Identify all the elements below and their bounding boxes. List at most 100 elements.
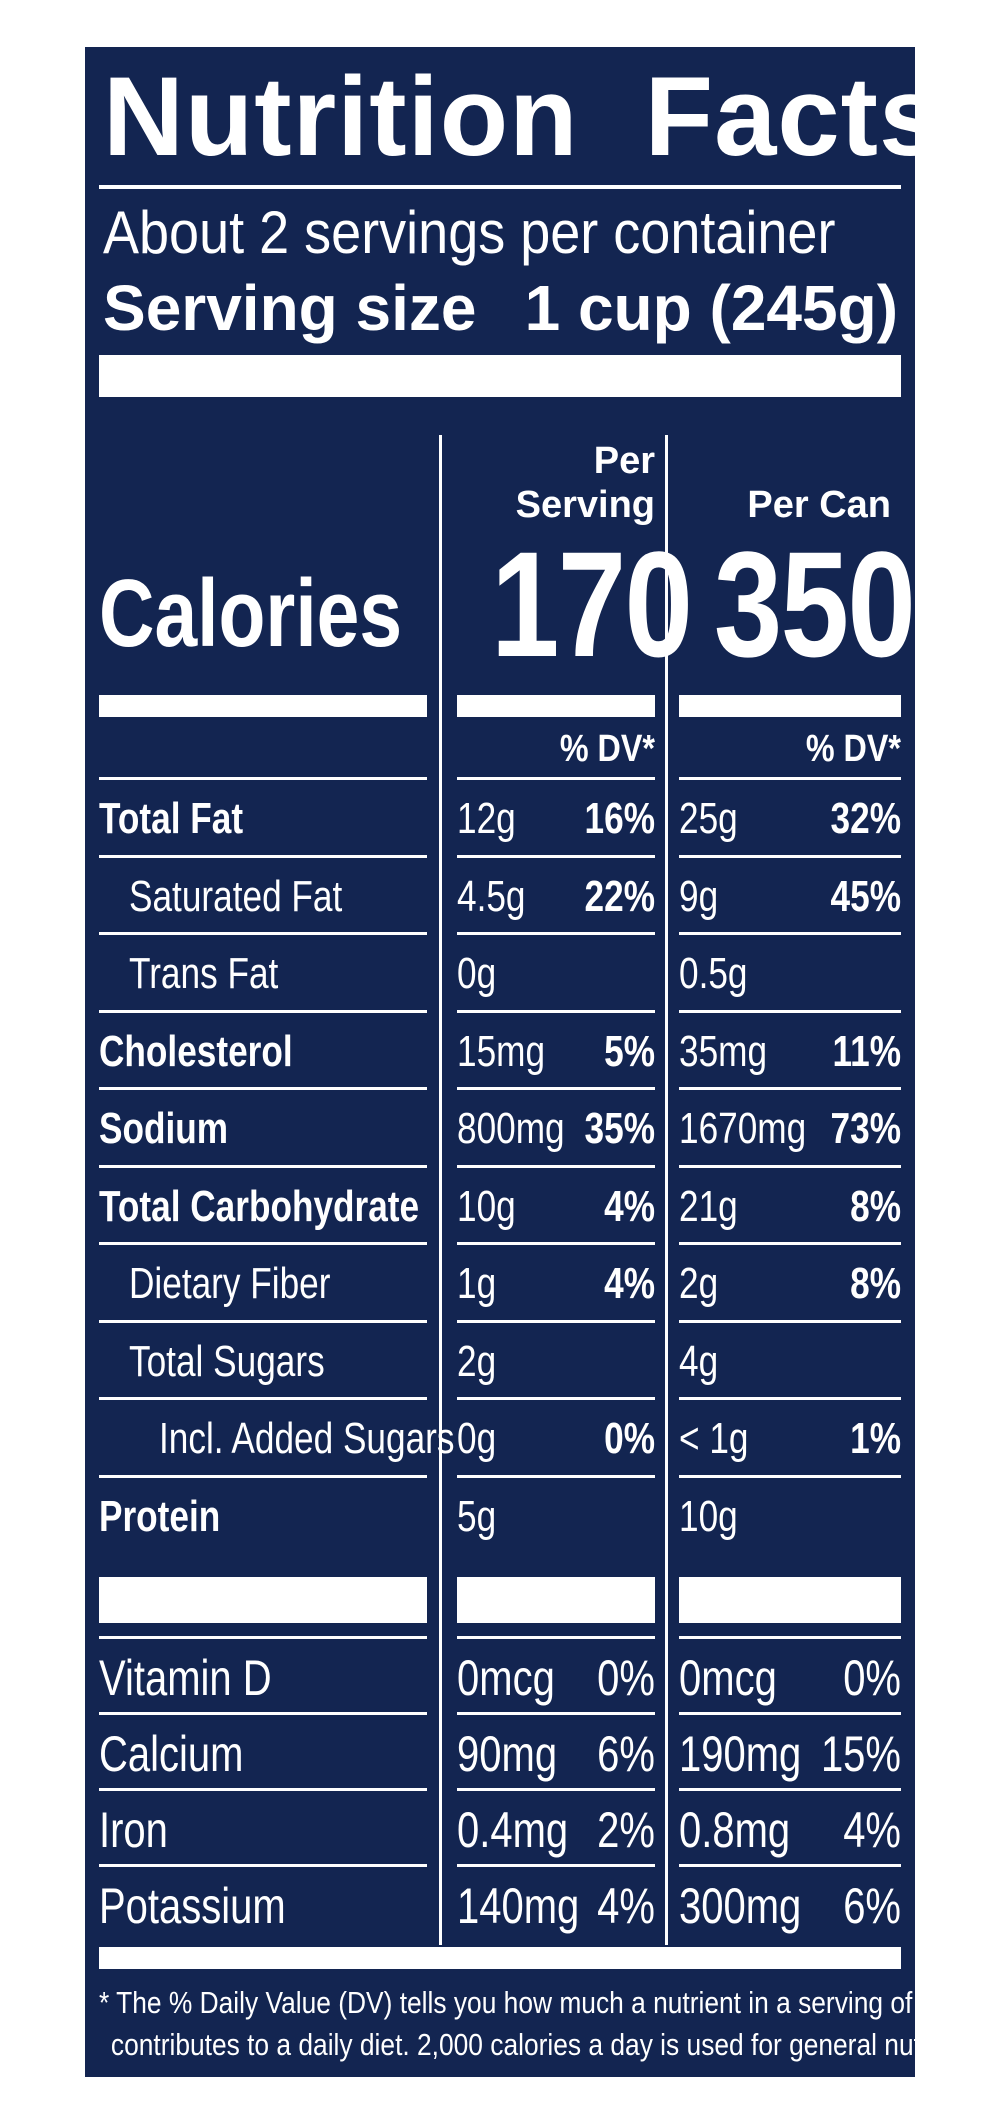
can-dv bbox=[723, 1478, 901, 1556]
serving-dv bbox=[497, 935, 655, 1013]
can-dv: 15% bbox=[820, 1726, 901, 1782]
nutrient-name: Saturated Fat bbox=[129, 871, 343, 921]
can-amount: 10g bbox=[679, 1491, 738, 1541]
vitamins-row-rule bbox=[457, 1636, 655, 1639]
nutrients-row-rule bbox=[679, 1242, 901, 1245]
calories-per-serving: 170 bbox=[491, 520, 693, 688]
can-dv: 6% bbox=[843, 1878, 901, 1934]
serving-dv bbox=[497, 1323, 655, 1401]
can-dv: 32% bbox=[830, 794, 901, 843]
can-dv bbox=[723, 935, 901, 1013]
table-row: Dietary Fiber 1g 4% 2g 8% bbox=[85, 1245, 915, 1323]
calories-label: Calories bbox=[99, 560, 403, 667]
serving-amount: 10g bbox=[457, 1181, 516, 1231]
servings-per-container: About 2 servings per container bbox=[103, 199, 836, 266]
nutrients-row-rule bbox=[457, 1474, 655, 1478]
nutrients-row-rule bbox=[457, 1319, 655, 1323]
serving-amount: 140mg bbox=[457, 1878, 580, 1934]
can-amount: 9g bbox=[679, 871, 719, 921]
nutrients-row-rule bbox=[457, 932, 655, 935]
nutrients-row-rule bbox=[99, 1474, 427, 1478]
serving-amount: 90mg bbox=[457, 1726, 558, 1782]
can-dv: 0% bbox=[843, 1650, 901, 1706]
table-row: Vitamin D 0mcg 0% 0mcg 0% bbox=[85, 1639, 915, 1717]
nutrient-name: Total Fat bbox=[99, 794, 244, 843]
can-amount: 0mcg bbox=[679, 1650, 777, 1706]
can-amount: 190mg bbox=[679, 1726, 802, 1782]
serving-dv: 35% bbox=[584, 1104, 655, 1153]
table-row: Total Fat 12g 16% 25g 32% bbox=[85, 780, 915, 858]
nutrients-row-rule bbox=[457, 777, 655, 780]
table-row: Iron 0.4mg 2% 0.8mg 4% bbox=[85, 1791, 915, 1869]
vitamins-row-rule bbox=[679, 1712, 901, 1715]
serving-dv: 0% bbox=[597, 1650, 655, 1706]
can-dv: 73% bbox=[830, 1104, 901, 1153]
serving-dv: 5% bbox=[604, 1026, 655, 1076]
thick-bar-bottom bbox=[99, 1947, 901, 1969]
thick-bar-top bbox=[99, 355, 901, 397]
vitamins-row-rule bbox=[457, 1788, 655, 1791]
serving-amount: 800mg bbox=[457, 1104, 565, 1153]
per-serving-header-line1: Per bbox=[593, 440, 655, 482]
nutrients-row-rule bbox=[679, 1319, 901, 1323]
serving-dv: 4% bbox=[597, 1878, 655, 1934]
serving-size-value: 1 cup (245g) bbox=[524, 272, 898, 344]
serving-dv bbox=[497, 1478, 655, 1556]
vitamins-row-rule bbox=[99, 1864, 427, 1867]
footnote-line-2: contributes to a daily diet. 2,000 calor… bbox=[110, 2027, 915, 2062]
serving-dv: 4% bbox=[604, 1259, 655, 1308]
label-title: Nutrition Facts bbox=[103, 54, 915, 179]
can-amount: < 1g bbox=[679, 1414, 749, 1463]
serving-amount: 15mg bbox=[457, 1026, 546, 1076]
vitamins-row-rule bbox=[679, 1788, 901, 1791]
nutrients-row-rule bbox=[679, 854, 901, 858]
nutrient-name: Total Sugars bbox=[129, 1336, 325, 1386]
can-dv: 1% bbox=[850, 1414, 901, 1463]
nutrient-name: Calcium bbox=[99, 1726, 244, 1782]
nutrition-facts-label: Nutrition Facts About 2 servings per con… bbox=[85, 47, 915, 2077]
nutrient-name: Iron bbox=[99, 1802, 168, 1858]
vitamins-row-rule bbox=[99, 1712, 427, 1715]
table-row: Potassium 140mg 4% 300mg 6% bbox=[85, 1867, 915, 1945]
calories-bar-3 bbox=[679, 695, 901, 717]
table-row: Sodium 800mg 35% 1670mg 73% bbox=[85, 1090, 915, 1168]
serving-amount: 0.4mg bbox=[457, 1802, 569, 1858]
nutrients-row-rule bbox=[99, 1164, 427, 1168]
serving-amount: 0g bbox=[457, 949, 497, 998]
per-serving-header-line2: Serving bbox=[515, 484, 655, 526]
nutrient-name: Sodium bbox=[99, 1104, 229, 1153]
calories-bar-2 bbox=[457, 695, 655, 717]
can-amount: 25g bbox=[679, 794, 738, 843]
can-amount: 0.5g bbox=[679, 949, 748, 998]
can-amount: 21g bbox=[679, 1181, 738, 1231]
rule-under-title bbox=[99, 185, 901, 189]
can-amount: 1670mg bbox=[679, 1104, 807, 1153]
table-row: Saturated Fat 4.5g 22% 9g 45% bbox=[85, 858, 915, 936]
can-dv: 4% bbox=[843, 1802, 901, 1858]
vitamins-row-rule bbox=[457, 1712, 655, 1715]
nutrients-row-rule bbox=[457, 1087, 655, 1090]
can-amount: 35mg bbox=[679, 1026, 768, 1076]
nutrients-row-rule bbox=[99, 1009, 427, 1013]
serving-amount: 0g bbox=[457, 1414, 497, 1463]
serving-size-label: Serving size bbox=[103, 272, 477, 344]
column-divider-1 bbox=[439, 435, 442, 1945]
nutrients-row-rule bbox=[679, 1474, 901, 1478]
serving-dv: 0% bbox=[604, 1414, 655, 1463]
serving-amount: 4.5g bbox=[457, 871, 526, 921]
serving-dv: 2% bbox=[597, 1802, 655, 1858]
can-dv: 8% bbox=[850, 1181, 901, 1231]
nutrient-name: Vitamin D bbox=[99, 1650, 272, 1706]
table-row: Total Carbohydrate 10g 4% 21g 8% bbox=[85, 1168, 915, 1246]
nutrients-row-rule bbox=[457, 1009, 655, 1013]
vitamin-bar-3 bbox=[679, 1577, 901, 1623]
vitamins-row-rule bbox=[679, 1636, 901, 1639]
table-row: Protein 5g 10g bbox=[85, 1478, 915, 1556]
nutrient-name: Potassium bbox=[99, 1878, 286, 1934]
nutrients-row-rule bbox=[679, 1087, 901, 1090]
nutrients-row-rule bbox=[679, 932, 901, 935]
per-serving-header: Per Serving bbox=[465, 439, 655, 527]
table-row: Incl. Added Sugars 0g 0% < 1g 1% bbox=[85, 1400, 915, 1478]
vitamins-row-rule bbox=[457, 1864, 655, 1867]
nutrients-row-rule bbox=[679, 1164, 901, 1168]
